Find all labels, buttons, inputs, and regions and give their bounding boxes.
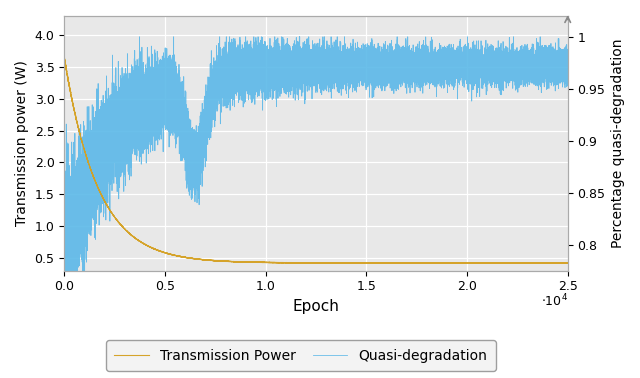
Transmission Power: [60, 54, 68, 59]
Legend: Transmission Power, Quasi-degradation: Transmission Power, Quasi-degradation: [106, 340, 495, 371]
Quasi-degradation: [335, 68, 343, 73]
Text: $\cdot 10^4$: $\cdot 10^4$: [541, 292, 568, 309]
Transmission Power: [64, 76, 72, 80]
Y-axis label: Percentage quasi-degradation: Percentage quasi-degradation: [611, 39, 625, 248]
Quasi-degradation: [113, 127, 121, 131]
Y-axis label: Transmission power (W): Transmission power (W): [15, 60, 29, 226]
Line: Quasi-degradation: Quasi-degradation: [64, 37, 568, 271]
Transmission Power: [474, 261, 482, 265]
Transmission Power: [113, 218, 121, 222]
Quasi-degradation: [60, 268, 68, 273]
Line: Transmission Power: Transmission Power: [64, 56, 568, 263]
Transmission Power: [564, 261, 572, 265]
Transmission Power: [335, 260, 343, 265]
Transmission Power: [317, 260, 324, 265]
Quasi-degradation: [338, 82, 346, 87]
Quasi-degradation: [317, 74, 325, 78]
Quasi-degradation: [474, 65, 482, 70]
Quasi-degradation: [60, 265, 68, 270]
X-axis label: Epoch: Epoch: [292, 299, 339, 314]
Quasi-degradation: [564, 64, 572, 68]
Quasi-degradation: [136, 34, 143, 39]
Transmission Power: [531, 261, 539, 265]
Quasi-degradation: [64, 212, 72, 217]
Transmission Power: [338, 260, 346, 265]
